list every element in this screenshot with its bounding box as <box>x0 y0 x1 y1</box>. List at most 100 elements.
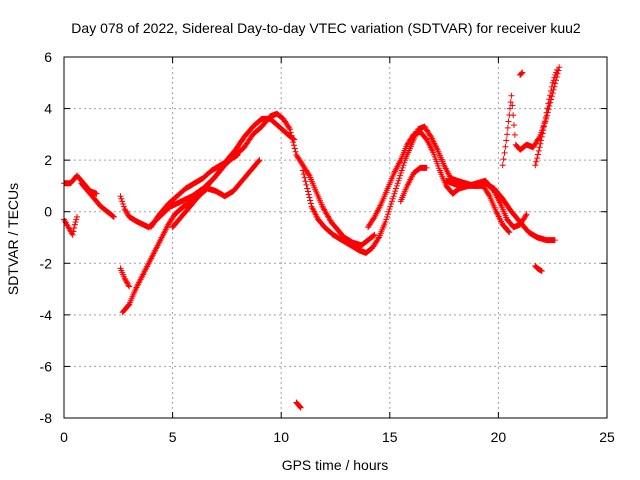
chart-title: Day 078 of 2022, Sidereal Day-to-day VTE… <box>71 20 581 36</box>
data-point <box>406 185 408 187</box>
data-point <box>252 133 254 135</box>
data-point <box>532 146 534 148</box>
data-point <box>519 149 521 151</box>
data-point <box>330 221 332 223</box>
data-point <box>387 188 389 190</box>
data-point <box>361 244 363 246</box>
data-point <box>426 139 428 141</box>
data-point <box>282 118 284 120</box>
x-tick-label: 10 <box>273 429 289 445</box>
data-point <box>400 200 402 202</box>
data-point <box>424 126 426 128</box>
data-point <box>224 195 226 197</box>
y-tick-label: -6 <box>40 358 53 374</box>
data-point <box>76 216 78 218</box>
data-point <box>141 275 143 277</box>
data-point <box>189 206 191 208</box>
series-track-q <box>532 262 545 274</box>
data-point <box>554 239 556 241</box>
data-point <box>228 159 230 161</box>
y-tick-label: 6 <box>44 49 52 65</box>
data-point <box>321 206 323 208</box>
tick-marks <box>63 56 608 419</box>
data-point <box>261 126 263 128</box>
data-point <box>308 175 310 177</box>
data-point <box>343 237 345 238</box>
data-point <box>450 177 452 179</box>
data-point <box>526 213 528 215</box>
data-point <box>552 82 554 84</box>
y-tick-label: -8 <box>40 410 53 426</box>
data-point <box>430 136 432 138</box>
data-point <box>76 175 78 177</box>
data-point <box>543 126 545 128</box>
data-point <box>106 211 108 213</box>
data-point <box>243 136 245 138</box>
data-point <box>374 216 376 218</box>
data-point <box>182 206 184 208</box>
data-point <box>258 159 260 161</box>
data-point <box>137 221 139 223</box>
data-point <box>128 216 130 218</box>
data-point <box>119 195 121 197</box>
data-point <box>100 206 102 208</box>
data-point <box>93 198 95 200</box>
data-point <box>124 208 126 210</box>
data-point <box>489 195 491 197</box>
series-points <box>532 262 545 274</box>
y-tick-label: 2 <box>44 152 52 168</box>
data-point <box>541 270 543 272</box>
x-tick-label: 5 <box>169 429 177 445</box>
data-point <box>235 149 237 151</box>
data-point <box>352 242 354 244</box>
data-point <box>300 407 302 409</box>
data-point <box>241 180 243 182</box>
data-point <box>484 180 486 182</box>
data-point <box>269 118 271 120</box>
data-point <box>545 239 547 241</box>
data-point <box>215 190 217 192</box>
data-point <box>521 71 523 73</box>
data-point <box>515 144 517 146</box>
x-tick-label: 0 <box>60 429 68 445</box>
data-point <box>534 265 536 267</box>
data-point <box>295 402 297 404</box>
data-point <box>180 200 182 202</box>
data-point <box>404 159 406 161</box>
data-point <box>232 190 234 192</box>
data-point <box>452 193 454 195</box>
data-point <box>324 226 326 228</box>
data-point <box>536 237 538 238</box>
data-point <box>519 224 521 226</box>
series-points <box>517 69 526 78</box>
data-point <box>506 133 508 135</box>
data-point <box>413 172 415 174</box>
data-point <box>556 69 558 71</box>
data-point <box>306 188 308 190</box>
data-point <box>169 206 171 208</box>
data-point <box>443 164 445 166</box>
data-point <box>154 249 156 251</box>
tick-labels: 0 5 10 15 20 25 -8 -6 -4 -2 0 2 4 6 <box>40 49 615 445</box>
data-point <box>252 126 254 128</box>
data-point <box>445 180 447 182</box>
x-axis-label: GPS time / hours <box>282 457 389 473</box>
data-point <box>211 169 213 171</box>
data-point <box>243 146 245 148</box>
data-point <box>350 244 352 246</box>
data-point <box>172 226 174 228</box>
data-point <box>506 218 508 220</box>
series-track-p <box>517 69 526 78</box>
series-points <box>443 177 530 231</box>
data-point <box>80 182 82 184</box>
data-point <box>371 247 373 249</box>
data-points <box>61 64 563 411</box>
x-tick-label: 15 <box>382 429 398 445</box>
data-point <box>167 224 169 226</box>
data-point <box>289 128 291 130</box>
data-point <box>161 237 163 238</box>
data-point <box>391 200 393 202</box>
data-point <box>302 164 304 166</box>
data-point <box>526 144 528 146</box>
